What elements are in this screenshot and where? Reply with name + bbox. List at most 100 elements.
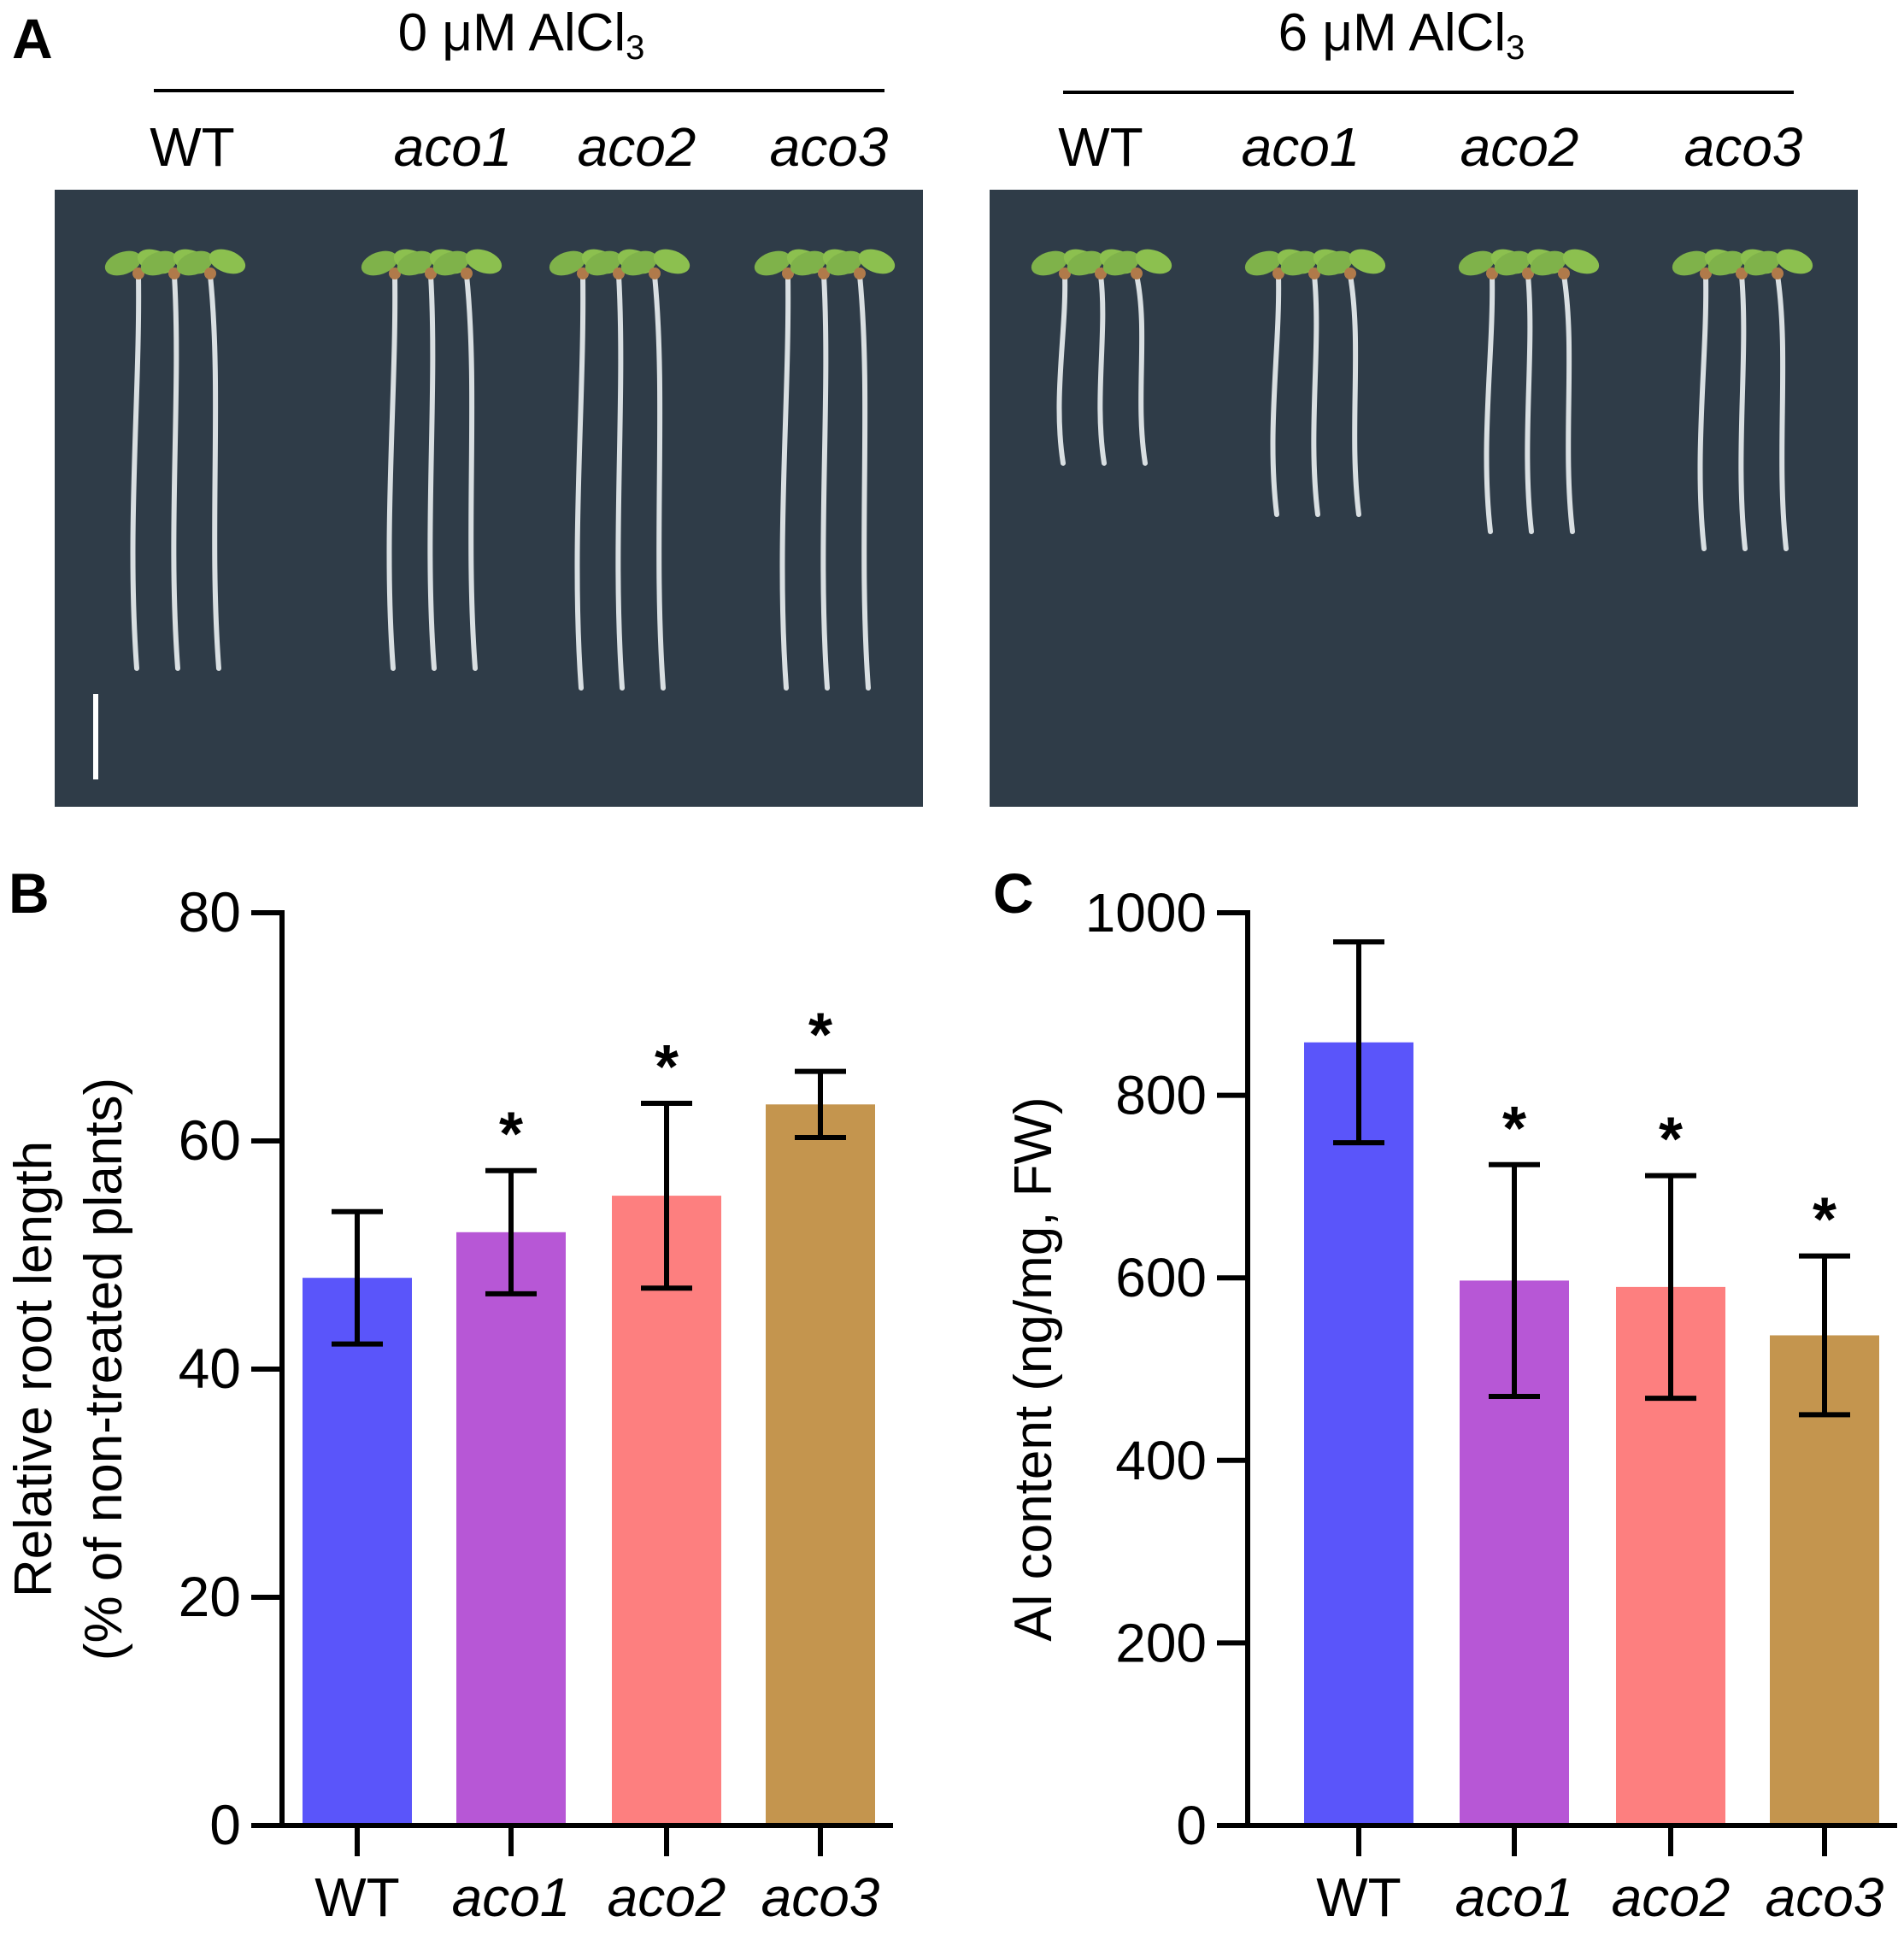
chart-c-ylabel: Al content (ng/mg, FW) (1004, 1096, 1063, 1641)
control-seedling-hypocotyl-3-1 (818, 267, 830, 279)
control-seedling-root-3-1 (820, 273, 830, 691)
condition-label-treated-sub: 3 (1506, 29, 1525, 67)
treated-seedling-root-0-0 (1056, 273, 1068, 466)
genotype-label-treated-aco1: aco1 (1241, 116, 1360, 178)
chart-c-ytick-label-400: 400 (1115, 1430, 1207, 1491)
treated-seedling-cotyledon-3-2-b (1776, 249, 1813, 274)
control-seedling-cotyledon-3-1-a (790, 250, 827, 276)
condition-label-control-text: 0 μM AlCl (397, 3, 626, 62)
control-seedling-root-1-2 (464, 273, 478, 671)
genotype-label-control-aco3: aco3 (769, 116, 889, 178)
treated-seedling-root-1-0 (1270, 273, 1282, 517)
chart-c-xtick-label-WT: WT (1316, 1867, 1402, 1928)
chart-b-significance-aco1: * (499, 1101, 523, 1169)
treated-seedling-hypocotyl-3-0 (1700, 267, 1712, 279)
control-seedling-cotyledon-0-1-a (140, 250, 178, 276)
chart-relative-root-length: * * * 0 20 40 60 80 WT aco1 aco2 aco3 Relative root … (4, 880, 893, 1928)
chart-b-xtick-label-aco2: aco2 (608, 1867, 726, 1928)
control-seedling-cotyledon-3-2-b (858, 249, 896, 274)
condition-label-treated: 6 μM AlCl3 (1278, 7, 1525, 67)
treated-seedling-cotyledon-0-2-b (1135, 249, 1172, 274)
control-seedling-hypocotyl-2-1 (613, 267, 625, 279)
treated-seedling-hypocotyl-3-1 (1736, 267, 1748, 279)
control-seedling-hypocotyl-1-2 (461, 267, 473, 279)
seedling-photo-control-drawing (93, 249, 896, 779)
control-seedling-root-0-2 (208, 273, 221, 671)
treated-seedling-cotyledon-0-2-a (1102, 250, 1140, 276)
chart-c-ylabel-group: Al content (ng/mg, FW) (1004, 1096, 1063, 1641)
chart-al-content: * * * 0 200 400 600 800 1000 WT aco1 aco2 aco3 Al con… (1004, 882, 1897, 1928)
treated-seedling-cotyledon-3-2-a (1743, 250, 1781, 276)
control-seedling-hypocotyl-2-0 (577, 267, 589, 279)
genotype-label-control-wt: WT (150, 116, 235, 178)
panel-letter-a: A (12, 7, 53, 70)
control-seedling-root-0-1 (171, 273, 180, 671)
treated-seedling-cotyledon-2-1-a (1494, 250, 1531, 276)
control-seedling-cotyledon-1-0-a (361, 250, 398, 276)
condition-rule-control (154, 89, 884, 92)
control-seedling-hypocotyl-3-0 (782, 267, 794, 279)
control-seedling-cotyledon-2-2-b (653, 249, 690, 274)
condition-label-control: 0 μM AlCl3 (398, 7, 645, 66)
genotype-label-control-aco1: aco1 (393, 116, 513, 178)
chart-b-ylabel: Relative root length (4, 1141, 63, 1597)
treated-seedling-root-0-1 (1097, 273, 1107, 466)
chart-c-ytick-label-0: 0 (1176, 1795, 1207, 1856)
chart-b-ytick-label-20: 20 (179, 1565, 241, 1628)
control-seedling-cotyledon-2-2-a (620, 250, 658, 276)
chart-b-ytick-label-0: 0 (209, 1793, 241, 1856)
panel-letter-c: C (993, 861, 1034, 925)
chart-c-significance-aco3: * (1813, 1186, 1836, 1255)
chart-c-ytick-label-200: 200 (1115, 1612, 1207, 1673)
chart-b-bar-aco1 (456, 1232, 566, 1825)
treated-seedling-root-2-1 (1525, 273, 1534, 534)
control-seedling-cotyledon-3-0-a (754, 250, 791, 276)
condition-label-treated-text: 6 μM AlCl (1278, 3, 1507, 62)
seedling-photo-treated (990, 190, 1858, 807)
control-seedling-cotyledon-3-2-a (826, 250, 863, 276)
treated-seedling-hypocotyl-1-1 (1308, 267, 1320, 279)
control-seedling-root-2-0 (574, 273, 586, 691)
chart-c-ytick-label-1000: 1000 (1085, 882, 1207, 944)
treated-seedling-hypocotyl-2-2 (1558, 267, 1570, 279)
control-seedling-cotyledon-1-2-b (465, 249, 502, 274)
chart-b-ylabel-group: Relative root length (% of non-treated pl… (4, 1078, 133, 1661)
chart-b-xtick-label-aco1: aco1 (452, 1867, 571, 1928)
treated-seedling-cotyledon-1-2-b (1349, 249, 1386, 274)
treated-seedling-cotyledon-1-1-a (1280, 250, 1318, 276)
control-seedling-cotyledon-0-2-a (176, 250, 214, 276)
chart-b-bar-aco2 (612, 1196, 721, 1825)
treated-seedling-cotyledon-0-1-a (1067, 250, 1104, 276)
genotype-label-treated-aco2: aco2 (1460, 116, 1579, 178)
treated-seedling-cotyledon-0-0-a (1031, 250, 1068, 276)
chart-c-ytick-label-600: 600 (1115, 1247, 1207, 1308)
control-seedling-cotyledon-2-0-a (549, 250, 586, 276)
treated-seedling-hypocotyl-3-2 (1772, 267, 1784, 279)
treated-seedling-hypocotyl-0-1 (1095, 267, 1107, 279)
treated-seedling-root-0-2 (1134, 273, 1148, 466)
genotype-label-treated-wt: WT (1058, 116, 1143, 178)
control-seedling-cotyledon-1-2-a (432, 250, 470, 276)
treated-seedling-cotyledon-2-2-b (1562, 249, 1600, 274)
treated-seedling-root-1-1 (1311, 273, 1320, 517)
control-seedling-root-3-0 (779, 273, 791, 691)
control-seedling-root-2-2 (652, 273, 666, 691)
chart-b-bar-WT (303, 1278, 412, 1825)
treated-seedling-hypocotyl-1-0 (1272, 267, 1284, 279)
treated-seedling-cotyledon-1-0-a (1244, 250, 1282, 276)
treated-seedling-cotyledon-3-0-a (1672, 250, 1709, 276)
chart-c-xtick-label-aco3: aco3 (1766, 1867, 1884, 1928)
chart-b-ytick-label-40: 40 (179, 1337, 241, 1400)
treated-seedling-root-2-0 (1484, 273, 1496, 534)
treated-seedling-root-3-2 (1775, 273, 1789, 551)
control-seedling-hypocotyl-0-2 (204, 267, 216, 279)
panel-letter-b: B (9, 861, 50, 925)
control-seedling-cotyledon-1-1-a (397, 250, 434, 276)
chart-b-bar-aco3 (766, 1104, 875, 1825)
treated-seedling-cotyledon-2-0-a (1458, 250, 1496, 276)
treated-seedling-root-3-1 (1738, 273, 1748, 551)
control-seedling-cotyledon-0-2-b (209, 249, 246, 274)
chart-c-significance-aco2: * (1659, 1106, 1683, 1174)
chart-b-ytick-label-80: 80 (179, 880, 241, 944)
control-seedling-root-3-2 (857, 273, 871, 691)
